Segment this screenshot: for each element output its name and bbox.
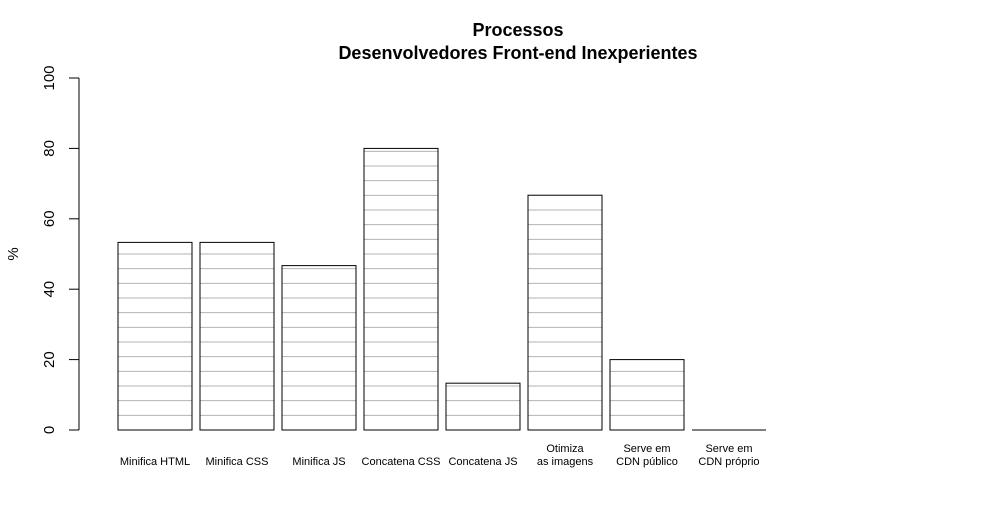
bar-group [527, 194, 603, 431]
x-tick-label: Otimiza [546, 443, 584, 455]
x-tick-label: Minifica CSS [206, 456, 269, 468]
bar-fill [610, 359, 684, 430]
y-tick-label: 20 [41, 351, 58, 368]
y-tick-label: 100 [41, 65, 58, 90]
bar-fill [200, 242, 274, 430]
bar [281, 265, 357, 431]
bar-group [363, 147, 439, 431]
bar-group [445, 382, 521, 431]
x-tick-label: as imagens [537, 456, 594, 468]
bar-group [117, 241, 193, 431]
bars-group [117, 147, 766, 431]
bar [117, 241, 193, 431]
y-axis-label: % [5, 247, 22, 260]
x-tick-label: Serve em [623, 443, 670, 455]
x-tick-label: CDN próprio [698, 456, 759, 468]
y-tick-label: 60 [41, 210, 58, 227]
bar [527, 194, 603, 431]
x-tick-label: Serve em [705, 443, 752, 455]
bar-fill [118, 242, 192, 430]
bar-group [609, 359, 685, 431]
bar-group [281, 265, 357, 431]
bar-fill [364, 148, 438, 430]
chart-title: Processos [472, 20, 563, 40]
chart-subtitle: Desenvolvedores Front-end Inexperientes [338, 43, 697, 63]
x-tick-label: Minifica HTML [120, 456, 190, 468]
bar [609, 359, 685, 431]
y-tick-label: 0 [41, 426, 58, 434]
bar [199, 241, 275, 431]
bar-fill [282, 265, 356, 430]
x-tick-label: Concatena JS [448, 456, 517, 468]
category-labels: Minifica HTML Minifica CSS Minifica JS Conc… [120, 443, 760, 468]
x-tick-label: Minifica JS [292, 456, 345, 468]
x-tick-label: Concatena CSS [362, 456, 441, 468]
bar-group [199, 241, 275, 431]
bar-fill [446, 383, 520, 430]
y-axis: 0 20 40 60 80 100 [41, 65, 80, 434]
x-tick-label: CDN público [616, 456, 678, 468]
y-tick-label: 40 [41, 281, 58, 298]
bar [363, 147, 439, 431]
bar [445, 382, 521, 431]
y-tick-label: 80 [41, 140, 58, 157]
